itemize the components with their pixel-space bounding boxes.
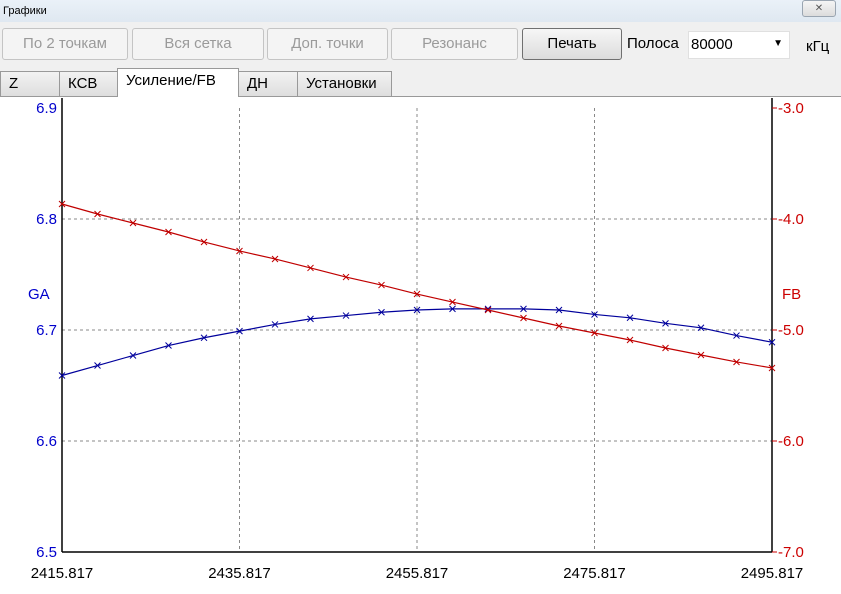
title-bar: Графики ✕ — [0, 0, 841, 22]
tab-settings[interactable]: Установки — [297, 71, 392, 96]
extra-points-button[interactable]: Доп. точки — [267, 28, 388, 60]
two-points-button[interactable]: По 2 точкам — [2, 28, 128, 60]
data-point-fb — [697, 351, 705, 359]
full-grid-button[interactable]: Вся сетка — [132, 28, 264, 60]
data-point-ga — [768, 338, 776, 346]
right-tick-label: -6.0 — [778, 433, 804, 450]
tab-swr[interactable]: КСВ — [59, 71, 118, 96]
print-button[interactable]: Печать — [522, 28, 622, 60]
data-point-fb — [58, 200, 66, 208]
close-icon: ✕ — [814, 3, 824, 14]
band-label: Полоса — [627, 35, 679, 52]
data-point-fb — [591, 329, 598, 337]
data-point-fb — [662, 344, 669, 352]
tab-z[interactable]: Z — [0, 71, 60, 96]
right-tick-label: -5.0 — [778, 322, 804, 339]
right-tick-label: -3.0 — [778, 100, 804, 117]
data-point-ga — [236, 327, 243, 335]
data-point-ga — [413, 306, 421, 314]
right-tick-label: -7.0 — [778, 544, 804, 561]
data-point-fb — [342, 273, 350, 281]
tab-gain-fb[interactable]: Усиление/FB — [117, 68, 239, 97]
data-point-fb — [413, 290, 421, 298]
x-tick-label: 2455.817 — [386, 565, 449, 582]
close-button[interactable]: ✕ — [802, 0, 836, 17]
x-tick-label: 2415.817 — [31, 565, 94, 582]
left-tick-label: 6.7 — [36, 322, 57, 339]
data-point-ga — [449, 305, 456, 313]
data-point-ga — [733, 332, 740, 339]
data-point-fb — [307, 264, 314, 272]
data-point-fb — [378, 281, 385, 289]
left-tick-label: 6.9 — [36, 100, 57, 117]
data-point-ga — [520, 305, 527, 313]
data-point-fb — [626, 336, 634, 344]
data-point-ga — [342, 312, 350, 319]
unit-label: кГц — [806, 38, 830, 55]
data-point-ga — [626, 314, 634, 322]
data-point-ga — [200, 334, 208, 342]
left-axis-label: GA — [28, 286, 50, 303]
x-tick-label: 2435.817 — [208, 565, 271, 582]
chart-panel — [0, 96, 841, 594]
data-point-fb — [165, 228, 172, 236]
chevron-down-icon: ▼ — [773, 38, 783, 49]
data-point-fb — [520, 314, 527, 322]
resonance-button[interactable]: Резонанс — [391, 28, 518, 60]
data-point-ga — [271, 321, 279, 328]
data-point-fb — [129, 219, 137, 227]
data-point-fb — [236, 247, 243, 255]
x-tick-label: 2495.817 — [741, 565, 804, 582]
left-tick-label: 6.5 — [36, 544, 57, 561]
data-point-fb — [555, 322, 563, 330]
data-point-fb — [768, 364, 776, 372]
data-point-fb — [200, 238, 208, 246]
data-point-ga — [94, 362, 101, 369]
data-point-ga — [58, 372, 66, 379]
x-tick-label: 2475.817 — [563, 565, 626, 582]
data-point-ga — [378, 308, 385, 316]
band-select[interactable]: 80000 ▼ — [688, 31, 790, 59]
data-point-fb — [484, 306, 492, 314]
window-title: Графики — [3, 5, 47, 17]
data-point-fb — [733, 358, 740, 366]
data-point-ga — [555, 306, 563, 314]
data-point-ga — [307, 315, 314, 323]
data-point-fb — [271, 255, 279, 263]
band-value: 80000 — [691, 36, 733, 53]
data-point-fb — [94, 210, 101, 218]
data-point-ga — [697, 324, 705, 332]
data-point-ga — [129, 352, 137, 359]
data-point-ga — [591, 311, 598, 318]
right-axis-label: FB — [782, 286, 801, 303]
left-tick-label: 6.8 — [36, 211, 57, 228]
data-point-fb — [449, 298, 456, 306]
right-tick-label: -4.0 — [778, 211, 804, 228]
data-point-ga — [165, 342, 172, 349]
left-tick-label: 6.6 — [36, 433, 57, 450]
data-point-ga — [662, 319, 669, 327]
